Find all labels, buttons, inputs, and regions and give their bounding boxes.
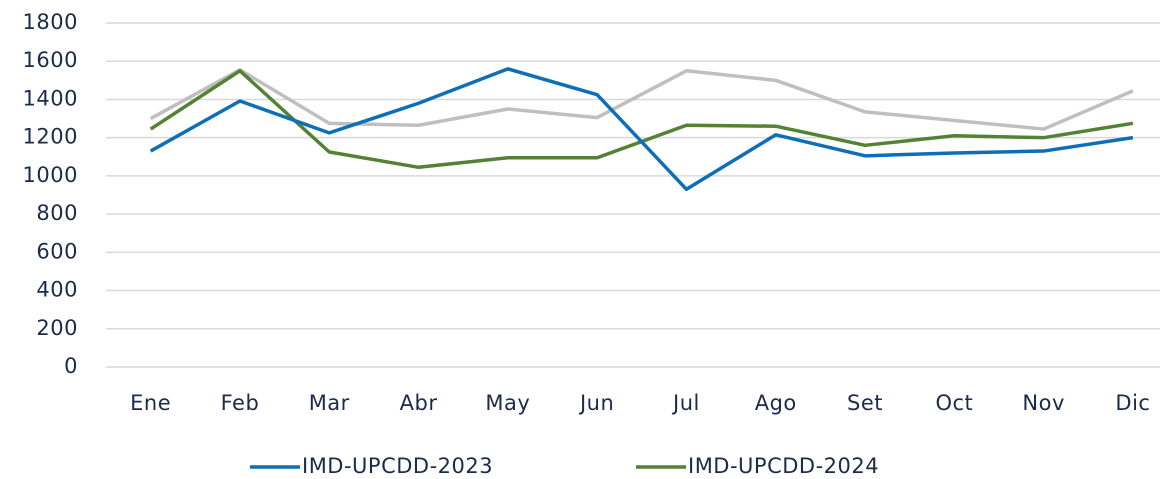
x-tick-label: Oct bbox=[935, 391, 973, 415]
legend-label: IMD-UPCDD-2023 bbox=[302, 454, 493, 478]
y-tick-label: 0 bbox=[64, 354, 78, 378]
y-tick-label: 1600 bbox=[23, 48, 78, 72]
legend-label: IMD-UPCDD-2024 bbox=[688, 454, 879, 478]
x-tick-label: Jul bbox=[671, 391, 700, 415]
x-tick-label: Jun bbox=[578, 391, 614, 415]
y-tick-label: 200 bbox=[36, 316, 78, 340]
x-tick-label: Mar bbox=[309, 391, 350, 415]
x-tick-label: Ene bbox=[130, 391, 171, 415]
x-tick-label: Set bbox=[847, 391, 883, 415]
y-tick-label: 800 bbox=[36, 201, 78, 225]
y-tick-label: 1200 bbox=[23, 125, 78, 149]
y-tick-label: 1800 bbox=[23, 10, 78, 34]
x-tick-label: Ago bbox=[755, 391, 797, 415]
series-line bbox=[149, 67, 1134, 192]
x-tick-label: Abr bbox=[400, 391, 438, 415]
x-tick-label: May bbox=[485, 391, 530, 415]
y-tick-label: 1000 bbox=[23, 163, 78, 187]
y-tick-label: 600 bbox=[36, 239, 78, 263]
series-line bbox=[149, 68, 1134, 131]
x-tick-label: Dic bbox=[1115, 391, 1150, 415]
y-tick-label: 1400 bbox=[23, 86, 78, 110]
y-tick-label: 400 bbox=[36, 278, 78, 302]
x-tick-label: Nov bbox=[1022, 391, 1065, 415]
x-tick-label: Feb bbox=[221, 391, 260, 415]
